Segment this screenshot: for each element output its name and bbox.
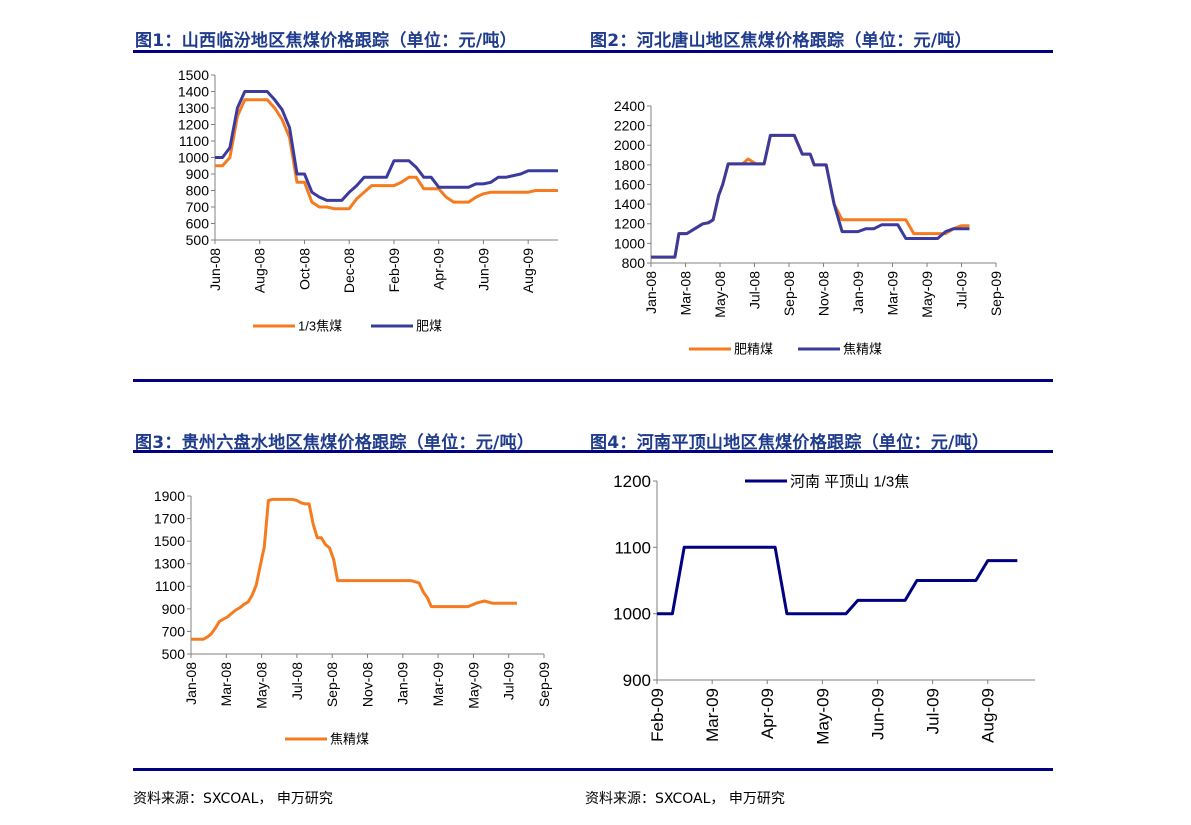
y-tick-label: 1900 bbox=[154, 488, 185, 504]
series-line-1 bbox=[191, 497, 517, 641]
series-line-2 bbox=[215, 90, 558, 202]
y-tick-label: 1500 bbox=[154, 533, 185, 549]
top-rule-1 bbox=[133, 50, 1053, 53]
figure3-title: 图3：贵州六盘水地区焦煤价格跟踪（单位：元/吨） bbox=[135, 433, 535, 453]
y-tick-label: 500 bbox=[162, 646, 186, 662]
x-tick-label: Mar-08 bbox=[218, 662, 234, 707]
y-tick-label: 2000 bbox=[614, 137, 645, 153]
figure2-title: 图2：河北唐山地区焦煤价格跟踪（单位：元/吨） bbox=[590, 31, 972, 51]
figure1-title: 图1：山西临汾地区焦煤价格跟踪（单位：元/吨） bbox=[135, 31, 517, 51]
x-tick-label: Sep-09 bbox=[536, 662, 552, 707]
x-tick-label: Aug-09 bbox=[520, 248, 536, 293]
series-line-1 bbox=[657, 545, 1018, 616]
middle-rule-1 bbox=[133, 379, 1053, 382]
legend-label-1: 河南 平顶山 1/3焦 bbox=[790, 473, 909, 490]
x-tick-label: Nov-08 bbox=[815, 271, 831, 316]
x-tick-label: May-09 bbox=[919, 271, 935, 318]
x-tick-label: Mar-09 bbox=[430, 662, 446, 707]
x-tick-label: May-09 bbox=[465, 662, 481, 709]
x-tick-label: Sep-08 bbox=[324, 662, 340, 707]
series-line-2 bbox=[651, 133, 970, 259]
x-tick-label: Jul-09 bbox=[924, 688, 943, 734]
y-tick-label: 1200 bbox=[613, 472, 651, 491]
legend-label-1: 焦精煤 bbox=[330, 732, 369, 747]
x-tick-label: Jul-08 bbox=[289, 662, 305, 700]
legend-label-2: 肥煤 bbox=[416, 319, 442, 334]
y-tick-label: 500 bbox=[186, 232, 210, 248]
x-tick-label: Jun-08 bbox=[207, 248, 223, 291]
x-tick-label: Jan-09 bbox=[850, 271, 866, 314]
x-tick-label: Jun-09 bbox=[475, 248, 491, 291]
x-tick-label: Jan-09 bbox=[395, 662, 411, 705]
legend-label-1: 肥精煤 bbox=[734, 342, 773, 357]
bottom-rule bbox=[133, 768, 1053, 771]
y-tick-label: 1100 bbox=[614, 538, 651, 557]
x-tick-label: Jul-09 bbox=[501, 662, 517, 700]
y-tick-label: 600 bbox=[186, 215, 210, 231]
x-tick-label: Aug-08 bbox=[252, 248, 268, 293]
y-tick-label: 1100 bbox=[155, 578, 185, 594]
x-tick-label: May-08 bbox=[254, 662, 270, 709]
y-tick-label: 800 bbox=[186, 182, 210, 198]
x-tick-label: Jan-08 bbox=[183, 662, 199, 705]
y-tick-label: 1700 bbox=[154, 510, 185, 526]
x-tick-label: Nov-08 bbox=[359, 662, 375, 707]
x-tick-label: Feb-09 bbox=[386, 248, 402, 293]
x-tick-label: May-08 bbox=[712, 271, 728, 318]
x-tick-label: Apr-09 bbox=[431, 248, 447, 290]
y-tick-label: 900 bbox=[623, 671, 651, 690]
source-right: 资料来源：SXCOAL， 申万研究 bbox=[585, 791, 785, 807]
y-tick-label: 1400 bbox=[178, 83, 209, 99]
x-tick-label: Dec-08 bbox=[341, 248, 357, 293]
series-line-1 bbox=[215, 98, 558, 211]
x-tick-label: Sep-09 bbox=[988, 271, 1004, 316]
y-tick-label: 1300 bbox=[154, 556, 185, 572]
x-tick-label: Mar-09 bbox=[703, 688, 722, 742]
x-tick-label: Aug-09 bbox=[979, 688, 998, 743]
x-tick-label: May-09 bbox=[813, 688, 832, 745]
y-tick-label: 1000 bbox=[614, 235, 645, 251]
y-tick-label: 900 bbox=[162, 601, 186, 617]
y-tick-label: 700 bbox=[162, 623, 186, 639]
x-tick-label: Jan-08 bbox=[643, 271, 659, 314]
x-tick-label: Feb-09 bbox=[648, 688, 667, 742]
x-tick-label: Jul-08 bbox=[746, 271, 762, 309]
y-tick-label: 1200 bbox=[614, 216, 645, 232]
y-tick-label: 700 bbox=[186, 199, 210, 215]
y-tick-label: 1200 bbox=[178, 116, 209, 132]
y-tick-label: 800 bbox=[622, 255, 646, 271]
x-tick-label: Jun-09 bbox=[868, 688, 887, 740]
y-tick-label: 2200 bbox=[614, 118, 645, 134]
source-left: 资料来源：SXCOAL， 申万研究 bbox=[133, 791, 333, 807]
x-tick-label: Apr-09 bbox=[758, 688, 777, 739]
y-tick-label: 1800 bbox=[614, 157, 645, 173]
legend-label-2: 焦精煤 bbox=[843, 342, 882, 357]
y-tick-label: 1100 bbox=[179, 133, 209, 149]
y-tick-label: 2400 bbox=[614, 98, 645, 114]
x-tick-label: Mar-08 bbox=[677, 271, 693, 316]
x-tick-label: Jul-09 bbox=[953, 271, 969, 309]
y-tick-label: 1500 bbox=[178, 67, 209, 83]
y-tick-label: 1000 bbox=[613, 605, 651, 624]
y-tick-label: 1000 bbox=[178, 149, 209, 165]
y-tick-label: 1300 bbox=[178, 100, 209, 116]
x-tick-label: Oct-08 bbox=[296, 248, 312, 290]
y-tick-label: 900 bbox=[186, 166, 210, 182]
x-tick-label: Mar-09 bbox=[884, 271, 900, 316]
y-tick-label: 1600 bbox=[614, 176, 645, 192]
legend-label-1: 1/3焦煤 bbox=[298, 319, 342, 334]
middle-rule-2 bbox=[133, 450, 1053, 453]
figure4-title: 图4：河南平顶山地区焦煤价格跟踪（单位：元/吨） bbox=[590, 433, 990, 453]
y-tick-label: 1400 bbox=[614, 196, 645, 212]
x-tick-label: Sep-08 bbox=[781, 271, 797, 316]
